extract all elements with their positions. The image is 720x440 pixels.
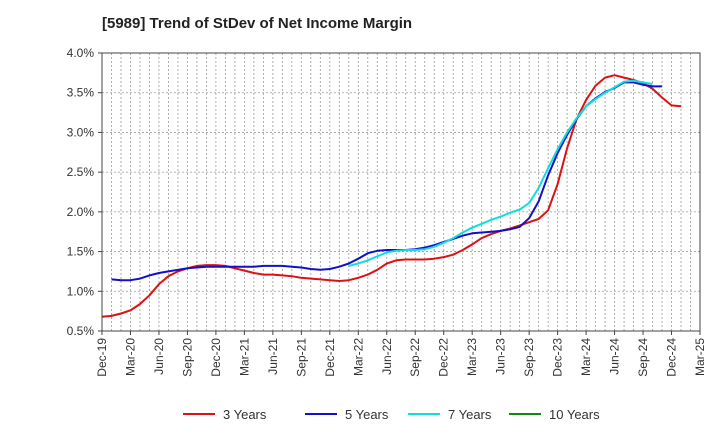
- x-tick-label: Jun-24: [608, 338, 622, 375]
- y-tick-label: 1.5%: [67, 245, 95, 259]
- x-tick-label: Sep-21: [294, 338, 308, 377]
- y-tick-label: 4.0%: [67, 46, 95, 60]
- y-tick-label: 1.0%: [67, 284, 95, 298]
- x-tick-label: Dec-20: [209, 338, 223, 377]
- chart-title: [5989] Trend of StDev of Net Income Marg…: [102, 15, 412, 32]
- x-tick-label: Jun-20: [152, 338, 166, 375]
- y-axis: 0.5% 1.0% 1.5% 2.0% 2.5% 3.0% 3.5% 4.0%: [67, 46, 102, 338]
- grid: [102, 52, 701, 331]
- series-lines: [101, 74, 682, 318]
- x-tick-label: Dec-22: [437, 338, 451, 377]
- x-tick-label: Dec-23: [551, 338, 565, 377]
- series-line-5-years: [111, 81, 662, 282]
- x-tick-label: Jun-21: [266, 338, 280, 375]
- y-tick-label: 3.5%: [67, 86, 95, 100]
- legend: 3 Years 5 Years 7 Years 10 Years: [183, 407, 600, 422]
- y-tick-label: 0.5%: [67, 324, 95, 338]
- x-tick-label: Sep-24: [636, 338, 650, 377]
- x-tick-label: Mar-20: [123, 338, 137, 376]
- x-axis: Dec-19 Mar-20 Jun-20 Sep-20 Dec-20 Mar-21 Jun-…: [95, 331, 707, 377]
- series-line-3-years: [101, 74, 682, 318]
- x-tick-label: Mar-21: [237, 338, 251, 376]
- x-tick-label: Mar-22: [351, 338, 365, 376]
- x-tick-label: Mar-24: [579, 338, 593, 376]
- x-tick-label: Jun-22: [380, 338, 394, 375]
- x-tick-label: Dec-21: [323, 338, 337, 377]
- x-tick-label: Sep-20: [180, 338, 194, 377]
- x-tick-label: Dec-19: [95, 338, 109, 377]
- legend-label-10-years: 10 Years: [549, 407, 600, 422]
- x-tick-label: Mar-25: [693, 338, 707, 376]
- series-line-7-years: [348, 79, 653, 267]
- y-tick-label: 2.0%: [67, 205, 95, 219]
- x-tick-label: Dec-24: [665, 338, 679, 377]
- y-tick-label: 2.5%: [67, 165, 95, 179]
- x-tick-label: Mar-23: [465, 338, 479, 376]
- plot-area: [101, 52, 701, 332]
- legend-label-3-years: 3 Years: [223, 407, 267, 422]
- y-tick-label: 3.0%: [67, 125, 95, 139]
- x-tick-label: Sep-23: [522, 338, 536, 377]
- legend-label-7-years: 7 Years: [448, 407, 492, 422]
- x-tick-label: Sep-22: [408, 338, 422, 377]
- x-tick-label: Jun-23: [494, 338, 508, 375]
- legend-label-5-years: 5 Years: [345, 407, 389, 422]
